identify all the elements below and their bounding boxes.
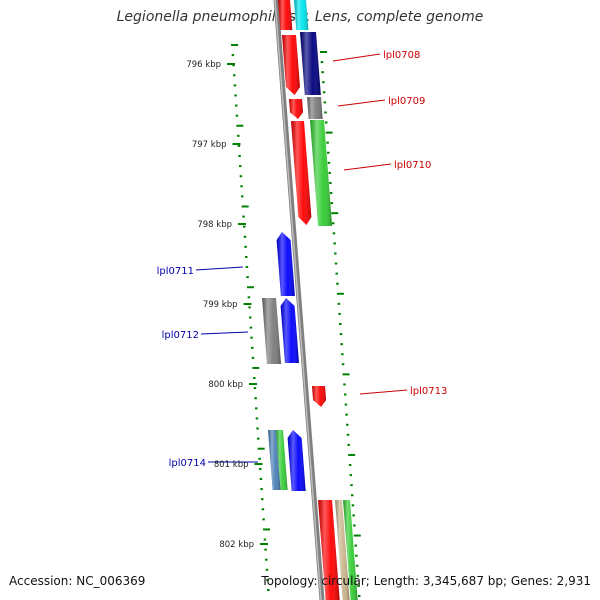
gene-label-lpl0713: lpl0713 [410, 386, 447, 397]
labels: 796 kbp 797 kbp 798 kbp 799 kbp 800 kbp 801 k… [157, 50, 448, 550]
leader-lpl0712 [200, 331, 249, 335]
scale-label: 799 kbp [203, 300, 238, 310]
gene-label-lpl0708: lpl0708 [383, 50, 420, 61]
gene-label-lpl0712: lpl0712 [162, 330, 199, 341]
gene-lpl0710-shade [310, 120, 333, 226]
scale-label: 802 kbp [219, 540, 254, 550]
scale-label: 801 kbp [214, 460, 249, 470]
gene-block-bottom-green-shade [343, 500, 358, 600]
summary-text: Topology: circular; Length: 3,345,687 bp… [261, 574, 591, 588]
gene-block-top-cyan-shade [294, 0, 309, 30]
gene-block-bottom-red-shade [318, 500, 340, 600]
gene-lpl0708-shade [282, 35, 300, 95]
gene-block-red-long-shade [291, 121, 312, 225]
scale-label: 800 kbp [208, 380, 243, 390]
gene-lpl0709-shade [289, 99, 304, 119]
gene-block-bottom-tan-shade [335, 500, 350, 600]
gene-block-steel-shade [268, 430, 281, 490]
leader-lpl0713 [359, 389, 408, 395]
gene-lpl0714-shade [287, 430, 306, 491]
backbone-highlight [274, 0, 322, 600]
scale-label: 796 kbp [186, 60, 221, 70]
leader-lpl0708 [332, 53, 381, 62]
gene-block-gray-a-shade [307, 97, 323, 119]
scale-label: 797 kbp [192, 140, 227, 150]
gene-lpl0712-shade [280, 298, 299, 363]
gene-block-top-red-shade [278, 0, 293, 30]
gene-label-lpl0709: lpl0709 [388, 96, 425, 107]
backbone-line [273, 0, 325, 600]
tick-marks [227, 44, 361, 597]
leader-lpl0711 [195, 266, 244, 271]
gene-label-lpl0710: lpl0710 [394, 160, 431, 171]
gene-block-green-b-shade [276, 430, 288, 490]
gene-block-navy-shade [300, 32, 321, 95]
backbone [273, 0, 325, 600]
gene-block-gray-b-shade [262, 298, 282, 364]
accession-text: Accession: NC_006369 [9, 574, 146, 588]
gene-lpl0711-shade [276, 232, 295, 296]
gene-label-lpl0714: lpl0714 [169, 458, 206, 469]
leader-lpl0710 [343, 163, 392, 171]
gene-features [262, 0, 358, 600]
leader-lpl0709 [337, 99, 386, 107]
scale-label: 798 kbp [197, 220, 232, 230]
gene-lpl0713-shade [312, 386, 327, 407]
label-leaders [195, 53, 408, 463]
gene-label-lpl0711: lpl0711 [157, 266, 194, 277]
